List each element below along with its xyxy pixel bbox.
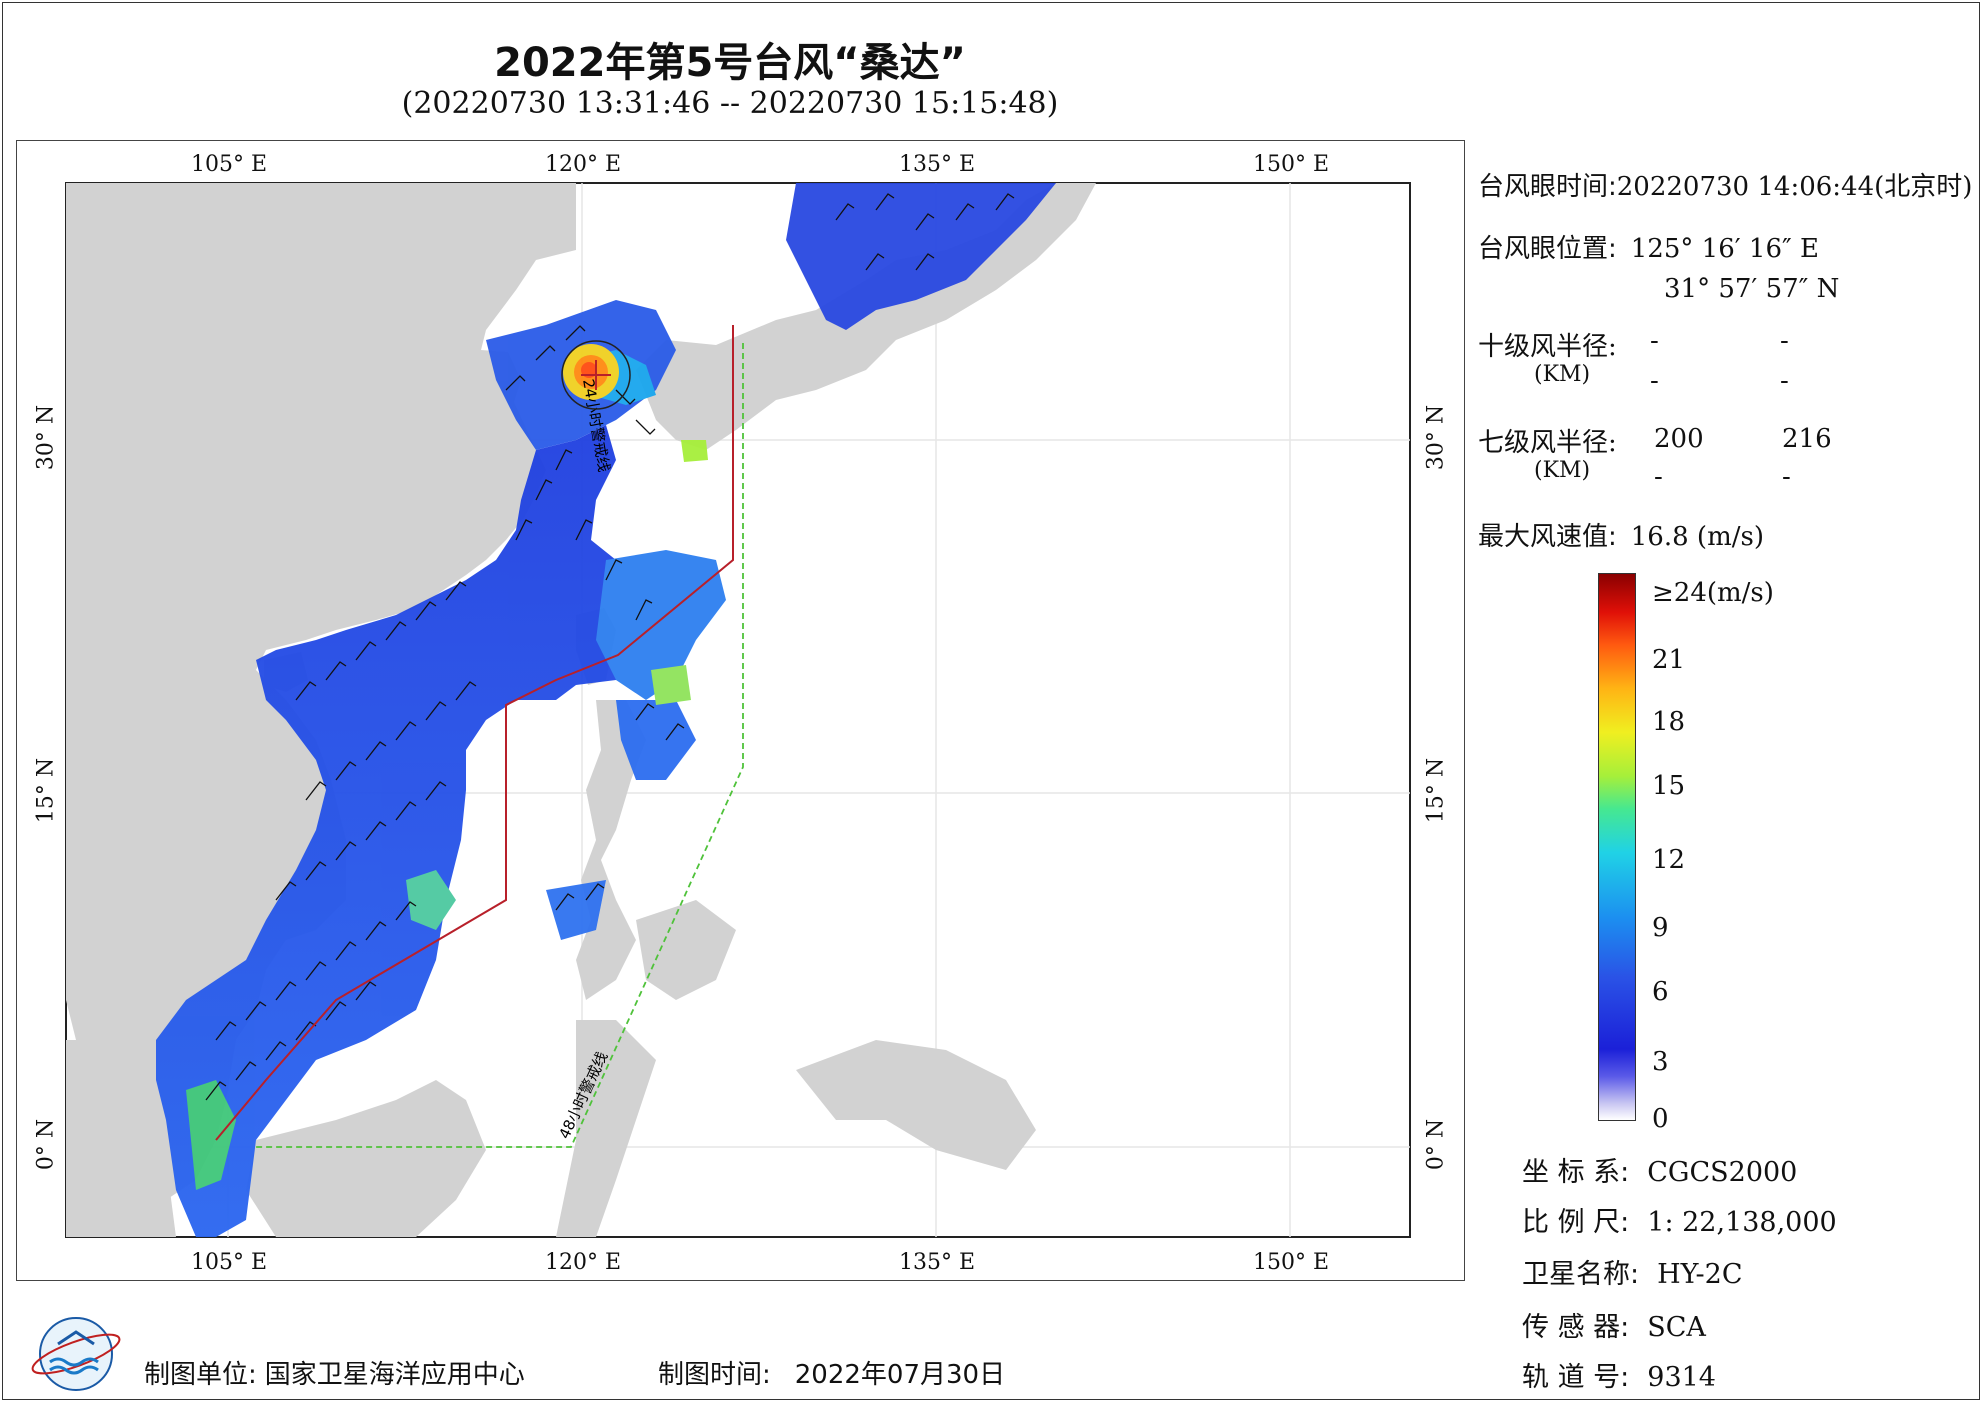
r7-value-2: 216 bbox=[1782, 424, 1832, 454]
borneo bbox=[246, 1080, 486, 1237]
lon-tick-top-120: 120° E bbox=[544, 152, 622, 177]
eye-time-row: 台风眼时间:20220730 14:06:44(北京时) bbox=[1478, 166, 1972, 203]
legend-label-0: 0 bbox=[1652, 1104, 1669, 1134]
r10-unit: (KM) bbox=[1534, 362, 1591, 387]
eye-time-label: 台风眼时间: bbox=[1478, 172, 1617, 202]
coord-label: 坐 标 系: bbox=[1522, 1157, 1630, 1188]
lat-tick-left-0: 0° N bbox=[33, 1118, 59, 1171]
lat-tick-left-15: 15° N bbox=[33, 757, 59, 824]
lon-tick-top-150: 150° E bbox=[1252, 152, 1330, 177]
orbit-label: 轨 道 号: bbox=[1522, 1362, 1630, 1393]
lon-tick-bottom-150: 150° E bbox=[1252, 1250, 1330, 1275]
lat-tick-left-30: 30° N bbox=[33, 404, 59, 471]
coord-value: CGCS2000 bbox=[1647, 1157, 1798, 1188]
date-label: 制图时间: bbox=[658, 1360, 771, 1390]
asia-mainland bbox=[66, 183, 576, 1200]
scale-row: 比 例 尺: 1: 22,138,000 bbox=[1522, 1200, 1837, 1239]
wind-field-map: 24小时警戒线 48小时警戒线 bbox=[65, 182, 1411, 1238]
r10-value-4: - bbox=[1780, 366, 1789, 396]
legend-label-12: 12 bbox=[1652, 845, 1686, 875]
r10-value-3: - bbox=[1650, 366, 1659, 396]
legend-label-9: 9 bbox=[1652, 913, 1669, 943]
legend-label-3: 3 bbox=[1652, 1047, 1669, 1077]
orbit-value: 9314 bbox=[1647, 1362, 1716, 1393]
eye-lat-value: 31° 57′ 57″ N bbox=[1664, 274, 1840, 304]
warning-line-24h bbox=[215, 325, 734, 1141]
typhoon-eye-marker bbox=[581, 360, 611, 390]
maker-label: 制图单位: bbox=[144, 1360, 257, 1390]
r7-value-4: - bbox=[1782, 462, 1791, 492]
warning-line-48h bbox=[254, 343, 744, 1148]
orbit-row: 轨 道 号: 9314 bbox=[1522, 1355, 1716, 1394]
r7-value-1: 200 bbox=[1654, 424, 1704, 454]
r7-label: 七级风半径: bbox=[1478, 428, 1617, 458]
legend-label-24: ≥24(m/s) bbox=[1652, 578, 1774, 608]
r10-value-1: - bbox=[1650, 326, 1659, 356]
nsoas-logo-icon bbox=[31, 1317, 121, 1391]
r7-unit: (KM) bbox=[1534, 458, 1591, 483]
satellite-label: 卫星名称: bbox=[1522, 1259, 1640, 1290]
footer-maker: 制图单位: 国家卫星海洋应用中心 bbox=[144, 1354, 525, 1391]
lat-tick-right-30: 30° N bbox=[1423, 404, 1449, 471]
lat-tick-right-0: 0° N bbox=[1423, 1118, 1449, 1171]
r10-label: 十级风半径: bbox=[1478, 332, 1617, 362]
wind-barbs bbox=[205, 193, 1015, 1101]
scale-value: 1: 22,138,000 bbox=[1647, 1207, 1837, 1238]
r7-value-3: - bbox=[1654, 462, 1663, 492]
sulawesi bbox=[556, 1020, 656, 1237]
coord-row: 坐 标 系: CGCS2000 bbox=[1522, 1150, 1797, 1189]
footer-date: 制图时间: 2022年07月30日 bbox=[658, 1354, 1005, 1391]
sensor-label: 传 感 器: bbox=[1522, 1312, 1630, 1343]
sensor-value: SCA bbox=[1647, 1312, 1706, 1343]
lon-tick-bottom-120: 120° E bbox=[544, 1250, 622, 1275]
legend-label-21: 21 bbox=[1652, 645, 1686, 675]
maker-value: 国家卫星海洋应用中心 bbox=[264, 1360, 525, 1390]
sumatra bbox=[66, 1040, 176, 1237]
wind-speed-swaths bbox=[156, 183, 1056, 1237]
r10-value-2: - bbox=[1780, 326, 1789, 356]
wind-speed-colorbar bbox=[1598, 573, 1636, 1121]
sensor-row: 传 感 器: SCA bbox=[1522, 1305, 1706, 1344]
eye-pos-label: 台风眼位置: bbox=[1478, 234, 1617, 264]
map-subtitle: (20220730 13:31:46 -- 20220730 15:15:48) bbox=[401, 86, 1059, 121]
max-wind-label: 最大风速值: bbox=[1478, 522, 1617, 552]
eye-lon-value: 125° 16′ 16″ E bbox=[1630, 234, 1819, 264]
map-title: 2022年第5号台风“桑达” bbox=[494, 40, 966, 86]
lon-tick-bottom-135: 135° E bbox=[898, 1250, 976, 1275]
eye-time-value: 20220730 14:06:44(北京时) bbox=[1616, 172, 1973, 202]
r7-circle bbox=[561, 340, 631, 410]
lon-tick-top-105: 105° E bbox=[190, 152, 268, 177]
scale-label: 比 例 尺: bbox=[1522, 1207, 1630, 1238]
lat-tick-right-15: 15° N bbox=[1423, 757, 1449, 824]
legend-label-18: 18 bbox=[1652, 707, 1686, 737]
satellite-value: HY-2C bbox=[1657, 1259, 1743, 1290]
legend-label-6: 6 bbox=[1652, 977, 1669, 1007]
eye-pos-row: 台风眼位置: 125° 16′ 16″ E bbox=[1478, 228, 1819, 265]
lon-tick-bottom-105: 105° E bbox=[190, 1250, 268, 1275]
lon-tick-top-135: 135° E bbox=[898, 152, 976, 177]
satellite-row: 卫星名称: HY-2C bbox=[1522, 1252, 1742, 1291]
max-wind-value: 16.8 (m/s) bbox=[1630, 522, 1764, 552]
legend-label-15: 15 bbox=[1652, 771, 1686, 801]
max-wind-row: 最大风速值: 16.8 (m/s) bbox=[1478, 516, 1764, 553]
new-guinea bbox=[796, 1040, 1036, 1170]
date-value: 2022年07月30日 bbox=[794, 1360, 1006, 1390]
mindanao bbox=[636, 900, 736, 1000]
